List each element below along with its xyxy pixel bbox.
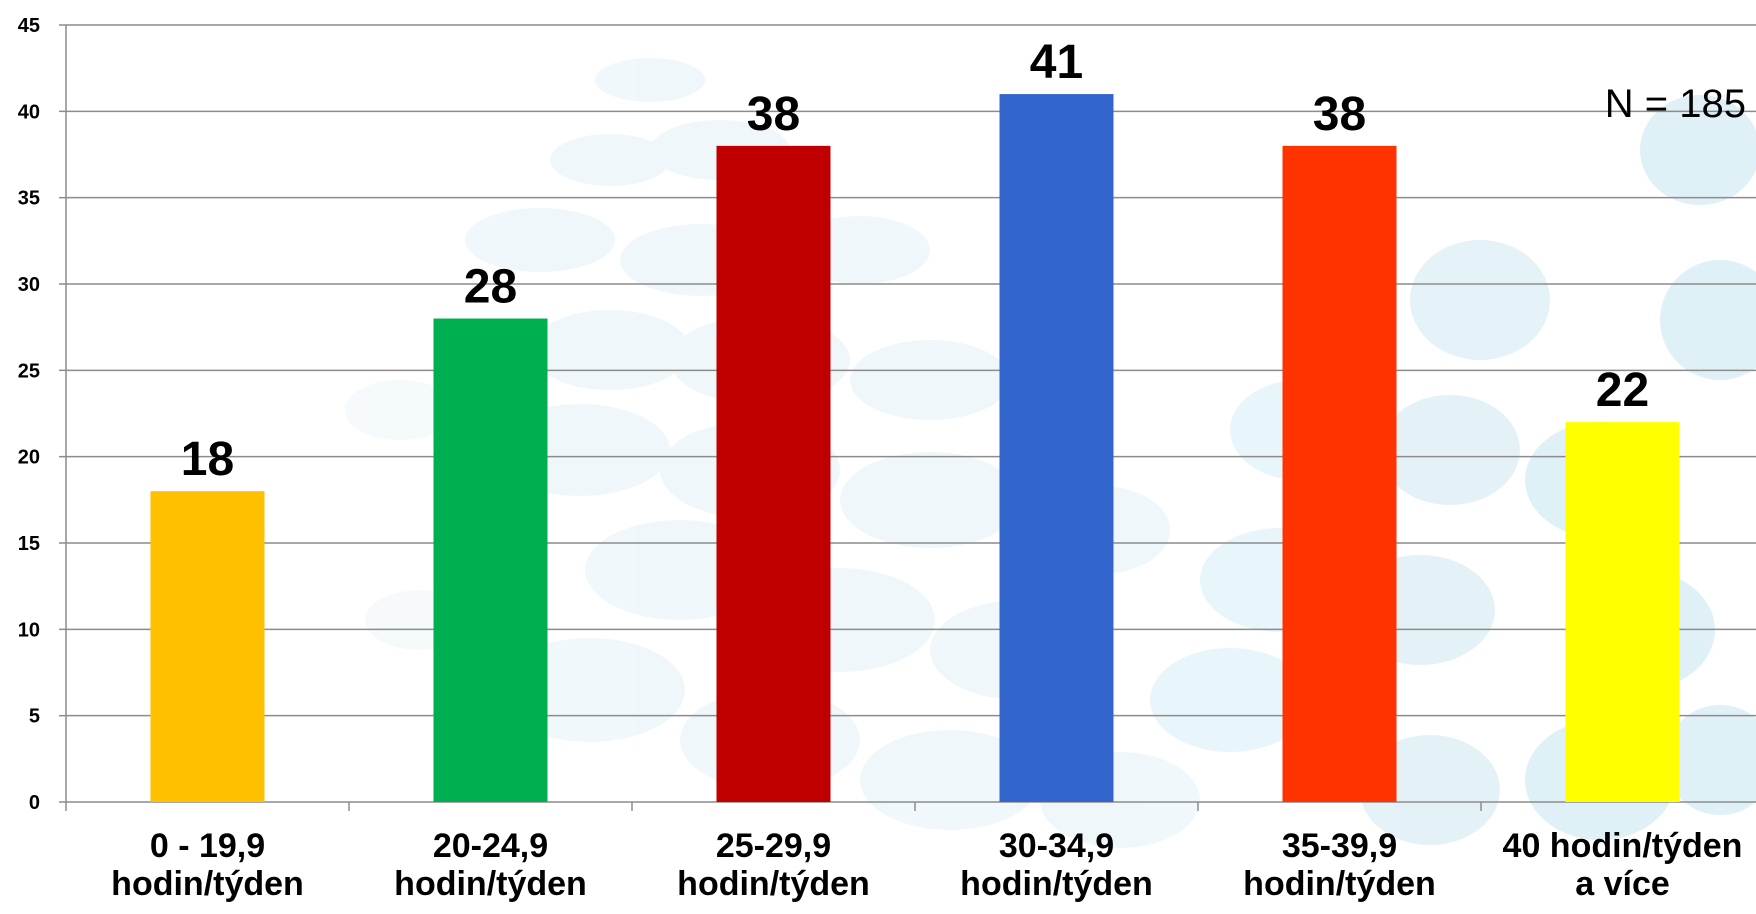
x-category-label: 25-29,9 xyxy=(716,827,831,865)
y-tick-label: 25 xyxy=(18,360,40,382)
x-category-label: hodin/týden xyxy=(111,865,304,903)
y-tick-label: 20 xyxy=(18,447,40,469)
x-category-label: hodin/týden xyxy=(394,865,587,903)
bar xyxy=(999,94,1114,803)
bar xyxy=(716,145,831,802)
bar xyxy=(1282,145,1397,802)
gridlines xyxy=(66,24,1756,717)
x-category-label: 20-24,9 xyxy=(433,827,548,865)
data-label: 38 xyxy=(1313,88,1366,141)
bars xyxy=(150,94,1680,803)
y-tick-label: 5 xyxy=(29,706,40,728)
y-tick-label: 30 xyxy=(18,274,40,296)
x-category-label: 40 hodin/týden xyxy=(1503,827,1743,865)
bar xyxy=(433,318,548,802)
x-category-label: a více xyxy=(1575,865,1670,903)
x-category-label: hodin/týden xyxy=(960,865,1153,903)
x-category-label: hodin/týden xyxy=(677,865,870,903)
bar xyxy=(1565,422,1680,802)
y-tick-label: 0 xyxy=(29,792,40,814)
data-label: 38 xyxy=(747,88,800,141)
axes xyxy=(59,24,1756,811)
y-tick-label: 10 xyxy=(18,619,40,641)
data-label: 41 xyxy=(1030,36,1083,89)
data-label: 18 xyxy=(181,433,234,486)
x-category-label: 35-39,9 xyxy=(1282,827,1397,865)
y-tick-label: 40 xyxy=(18,101,40,123)
sample-size-annotation: N = 185 xyxy=(1605,82,1746,126)
y-tick-label: 45 xyxy=(18,15,40,37)
bar xyxy=(150,491,265,802)
x-category-label: 30-34,9 xyxy=(999,827,1114,865)
x-category-label: hodin/týden xyxy=(1243,865,1436,903)
data-label: 22 xyxy=(1596,364,1649,417)
data-label: 28 xyxy=(464,261,517,314)
y-tick-label: 15 xyxy=(18,533,40,555)
y-tick-label: 35 xyxy=(18,188,40,210)
x-category-label: 0 - 19,9 xyxy=(150,827,265,865)
